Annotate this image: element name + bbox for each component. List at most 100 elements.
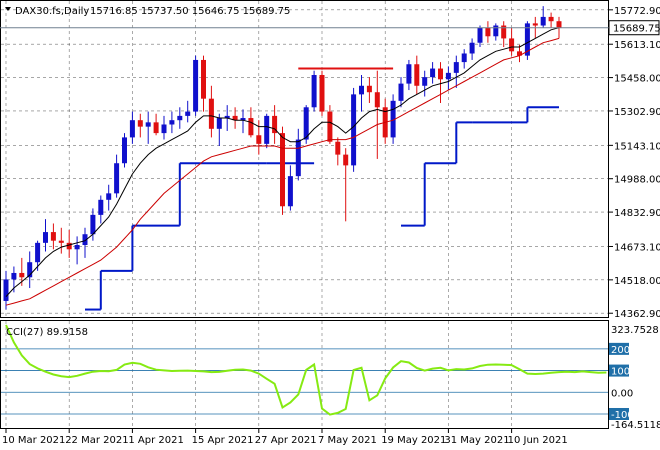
symbol-label: DAX30.fs,Daily: [15, 6, 89, 17]
cci-line: [5, 324, 607, 416]
candle-body[interactable]: [58, 240, 64, 243]
candle-body[interactable]: [319, 75, 325, 112]
candle-body[interactable]: [169, 120, 175, 125]
chart-header: DAX30.fs,Daily 15716.85 15737.50 15646.7…: [5, 6, 290, 17]
candle-body[interactable]: [137, 120, 143, 127]
candle-body[interactable]: [406, 64, 412, 84]
price-axis: 15772.90 15613.10 15458.00 15302.90 15143.10…: [609, 6, 660, 320]
candle-body[interactable]: [208, 98, 214, 129]
grid-lines: [1, 1, 608, 428]
cci-level-badge: [609, 407, 629, 420]
price-tick-label: 14832.90: [614, 208, 660, 219]
envelope-line: [85, 106, 559, 311]
ma-fast-line: [5, 27, 560, 297]
candle-body[interactable]: [438, 68, 443, 80]
candle-body[interactable]: [3, 279, 9, 301]
time-tick-label: 1 Apr 2021: [128, 435, 183, 446]
time-tick-label: 10 Mar 2021: [2, 435, 65, 446]
time-tick-label: 31 May 2021: [444, 435, 509, 446]
ma-slow-line: [5, 37, 560, 306]
candle-body[interactable]: [74, 244, 80, 250]
candle-body[interactable]: [430, 68, 436, 78]
candle-body[interactable]: [343, 154, 349, 166]
candle-body[interactable]: [501, 25, 507, 39]
candle-body[interactable]: [50, 232, 56, 241]
price-tick-label: 14362.90: [614, 309, 660, 320]
candle-body[interactable]: [240, 118, 246, 121]
candle-body[interactable]: [303, 107, 309, 140]
candle-body[interactable]: [11, 272, 17, 280]
candle-body[interactable]: [66, 242, 72, 250]
candle-body[interactable]: [461, 53, 467, 63]
triangle-down-icon[interactable]: [5, 7, 11, 11]
candle-body[interactable]: [445, 72, 451, 80]
candle-body[interactable]: [469, 42, 475, 54]
candle-body[interactable]: [359, 85, 364, 95]
candle-body[interactable]: [193, 59, 199, 112]
candle-body[interactable]: [477, 27, 483, 43]
price-tick-label: 15143.10: [614, 141, 660, 152]
candle-body[interactable]: [232, 115, 238, 121]
candle-body[interactable]: [122, 137, 127, 164]
candle-body[interactable]: [185, 111, 191, 116]
price-tick-label: 15772.90: [614, 6, 660, 17]
time-tick-label: 7 May 2021: [318, 435, 377, 446]
candle-body[interactable]: [509, 38, 515, 52]
candle-body[interactable]: [295, 139, 301, 177]
time-tick-label: 10 Jun 2021: [508, 435, 568, 446]
candle-body[interactable]: [556, 21, 562, 28]
candle-body[interactable]: [256, 135, 262, 144]
candle-body[interactable]: [19, 272, 25, 278]
candle-body[interactable]: [414, 64, 420, 86]
candle-body[interactable]: [280, 133, 285, 207]
candle-body[interactable]: [287, 176, 293, 207]
candle-body[interactable]: [540, 16, 546, 26]
price-tick-label: 14673.10: [614, 242, 660, 253]
candle-body[interactable]: [517, 51, 522, 56]
candle-body[interactable]: [216, 118, 222, 129]
cci-level-badge: [609, 364, 629, 377]
candle-body[interactable]: [27, 262, 33, 278]
time-tick-label: 15 Apr 2021: [192, 435, 254, 446]
candle-body[interactable]: [201, 59, 206, 99]
candle-body[interactable]: [43, 232, 48, 243]
candle-body[interactable]: [532, 23, 538, 26]
candle-body[interactable]: [35, 242, 41, 263]
cci-level-label: -100: [611, 410, 634, 421]
candles[interactable]: [3, 6, 562, 310]
candle-body[interactable]: [161, 124, 167, 134]
candle-body[interactable]: [272, 115, 278, 134]
candle-body[interactable]: [98, 199, 104, 215]
candle-body[interactable]: [524, 23, 530, 56]
candle-body[interactable]: [248, 118, 254, 136]
candle-body[interactable]: [153, 122, 159, 134]
candle-body[interactable]: [422, 77, 428, 86]
candle-body[interactable]: [90, 214, 96, 235]
candle-body[interactable]: [327, 111, 333, 142]
candle-body[interactable]: [114, 163, 120, 194]
candle-body[interactable]: [335, 141, 341, 155]
candle-body[interactable]: [453, 62, 459, 73]
candle-body[interactable]: [493, 25, 499, 37]
candle-body[interactable]: [224, 115, 230, 119]
candle-body[interactable]: [177, 115, 183, 121]
candle-body[interactable]: [390, 100, 396, 138]
candle-body[interactable]: [366, 85, 372, 93]
candle-body[interactable]: [82, 234, 88, 245]
candle-body[interactable]: [145, 122, 151, 127]
candle-body[interactable]: [548, 16, 554, 22]
candle-body[interactable]: [351, 94, 357, 166]
cci-axis: 200 100 0.00 -100 323.7528 -164.5118: [609, 325, 660, 431]
candle-body[interactable]: [374, 92, 380, 108]
candle-body[interactable]: [129, 120, 135, 138]
candle-body[interactable]: [398, 83, 404, 101]
ohlc-values: 15716.85 15737.50 15646.75 15689.75: [90, 6, 290, 17]
candle-body[interactable]: [264, 115, 270, 144]
candle-body[interactable]: [106, 193, 112, 200]
time-tick-label: 22 Mar 2021: [65, 435, 128, 446]
candle-body[interactable]: [485, 27, 491, 37]
price-tick-label: 14518.00: [614, 276, 660, 287]
candle-body[interactable]: [311, 75, 317, 108]
svg-text:15689.75: 15689.75: [613, 24, 660, 35]
